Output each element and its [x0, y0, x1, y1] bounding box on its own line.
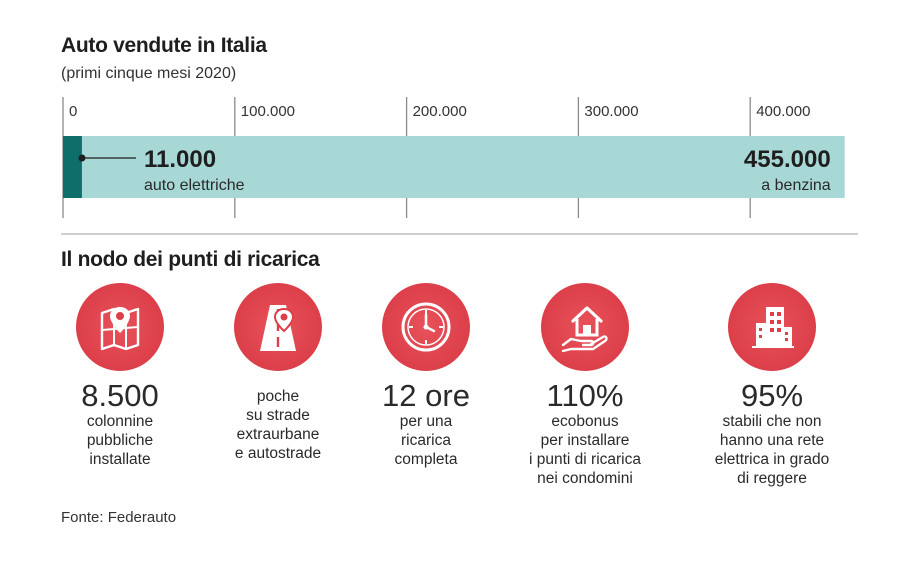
chart-subtitle: (primi cinque mesi 2020)	[61, 65, 237, 82]
item-value: 95%	[740, 378, 804, 413]
bar-chart: 0 100.000 200.000 300.000 400.000 11.000 auto …	[62, 97, 845, 218]
item-value: 12 ore	[382, 378, 470, 413]
info-item-ecobonus: 110% ecobonus per installare i punti di …	[510, 283, 660, 488]
data-label-petrol-value: 455.000	[744, 146, 831, 173]
leader-dot	[78, 154, 86, 162]
item-description: per una ricarica completa	[394, 413, 458, 468]
house-hand-icon	[541, 283, 629, 371]
item-description: ecobonus per installare i punti di ricar…	[529, 413, 641, 487]
info-item-strade: poche su strade extraurbane e autostrade	[203, 283, 353, 463]
tick-label: 200.000	[413, 103, 467, 120]
info-item-colonnine: 8.500 colonnine pubbliche installate	[45, 283, 195, 469]
map-pin-icon	[76, 283, 164, 371]
source-note: Fonte: Federauto	[61, 509, 177, 526]
bar-electric	[63, 136, 82, 198]
data-label-electric-category: auto elettriche	[144, 177, 245, 194]
item-value: 8.500	[81, 378, 159, 413]
divider	[61, 233, 858, 235]
clock-icon	[382, 283, 470, 371]
bar-petrol	[63, 136, 845, 198]
tick-label: 0	[69, 103, 77, 120]
item-description: colonnine pubbliche installate	[86, 413, 154, 468]
data-label-petrol-category: a benzina	[761, 177, 830, 194]
info-item-ore: 12 ore per una ricarica completa	[351, 283, 501, 469]
road-pin-icon	[234, 283, 322, 371]
item-description: poche su strade extraurbane e autostrade	[234, 388, 322, 462]
tick-label: 400.000	[756, 103, 810, 120]
chart-title: Auto vendute in Italia	[61, 34, 267, 57]
tick-label: 300.000	[584, 103, 638, 120]
tick-label: 100.000	[241, 103, 295, 120]
data-label-electric-value: 11.000	[144, 146, 216, 173]
item-value: 110%	[546, 378, 624, 413]
item-description: stabili che non hanno una rete elettrica…	[714, 413, 830, 487]
info-item-stabili: 95% stabili che non hanno una rete elett…	[697, 283, 847, 488]
section-title: Il nodo dei punti di ricarica	[61, 248, 320, 271]
item-value	[203, 379, 353, 387]
building-icon	[728, 283, 816, 371]
